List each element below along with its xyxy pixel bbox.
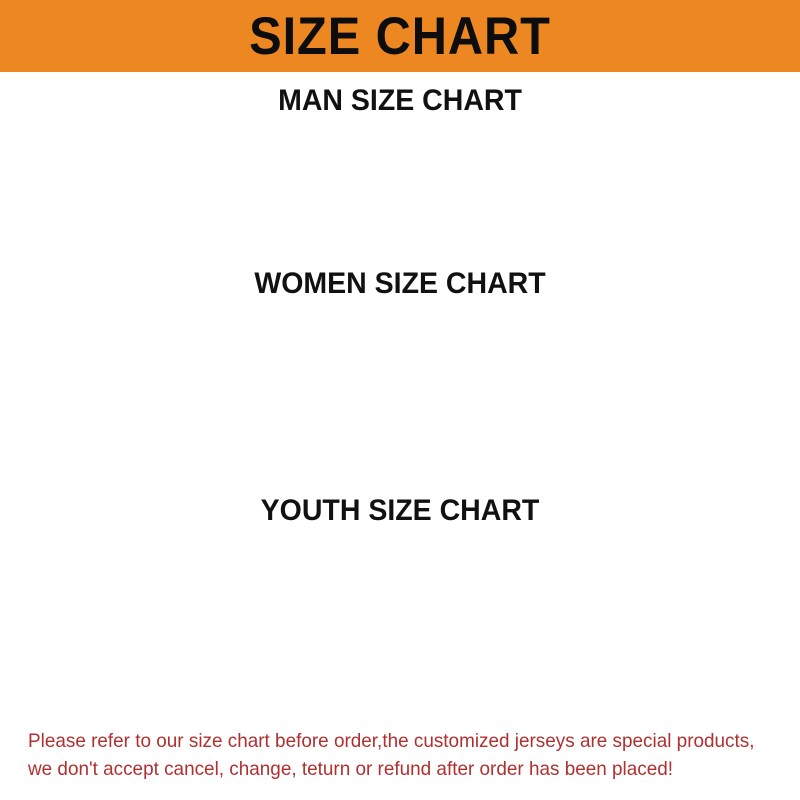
order-disclaimer: Please refer to our size chart before or…	[28, 728, 754, 783]
disclaimer-line-2: we don't accept cancel, change, teturn o…	[28, 757, 674, 780]
man-section-title: MAN SIZE CHART	[278, 84, 522, 117]
page-banner: SIZE CHART	[0, 0, 800, 72]
page-title: SIZE CHART	[249, 6, 551, 66]
disclaimer-line-1: Please refer to our size chart before or…	[28, 730, 755, 752]
women-section-title: WOMEN SIZE CHART	[254, 267, 546, 300]
youth-section-title: YOUTH SIZE CHART	[260, 494, 540, 527]
